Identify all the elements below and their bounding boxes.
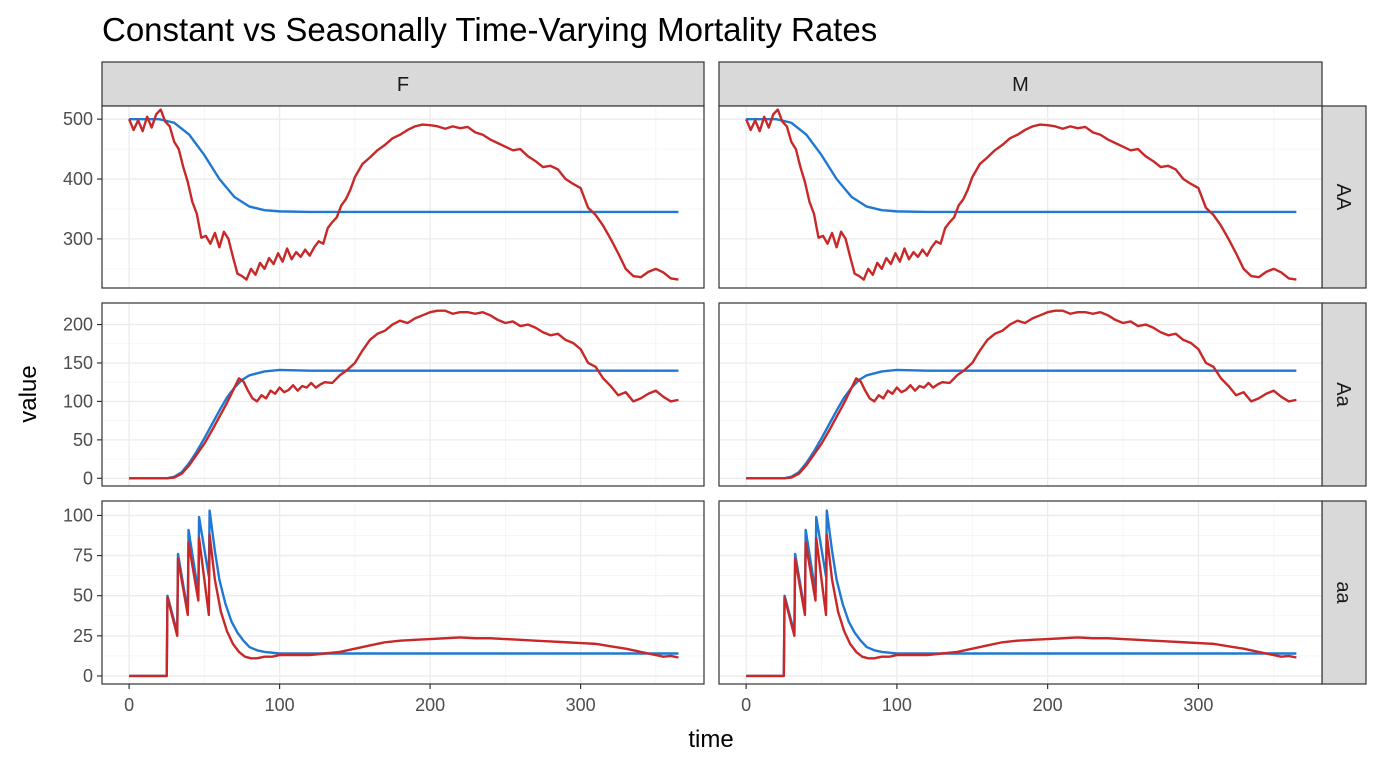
series-line-seasonal — [746, 309, 1297, 480]
panel-background — [102, 106, 704, 288]
facet-label-AA: AA — [1332, 184, 1354, 211]
y-tick-label: 400 — [63, 169, 93, 189]
y-tick-label: 150 — [63, 353, 93, 373]
panel-m-aa — [718, 500, 1323, 685]
panel-border — [718, 105, 1323, 289]
panels-layer: F M AA Aa aa 300 400 500 0 50 100 150 200 0 25 50 75 100 0… — [63, 61, 1367, 715]
series-line-seasonal — [127, 108, 679, 281]
facet-strip-top-f — [101, 61, 705, 107]
facet-label-aa: aa — [1332, 581, 1354, 604]
panel-m-AA — [718, 105, 1323, 289]
panel-background — [102, 501, 704, 684]
series-line-constant — [129, 117, 679, 214]
panel-border — [718, 302, 1323, 487]
panel-background — [719, 501, 1322, 684]
panel-border — [101, 105, 705, 289]
panel-m-Aa — [718, 302, 1323, 487]
y-tick-label: 0 — [83, 666, 93, 686]
x-tick-label: 200 — [1033, 695, 1063, 715]
panel-background — [719, 303, 1322, 486]
series-line-constant — [746, 117, 1297, 214]
facet-strip-right-AA — [1321, 105, 1367, 289]
x-tick-label: 200 — [415, 695, 445, 715]
x-tick-label: 0 — [741, 695, 751, 715]
panel-border — [101, 302, 705, 487]
y-tick-label: 75 — [73, 546, 93, 566]
panel-background — [102, 303, 704, 486]
panel-border — [101, 500, 705, 685]
series-line-seasonal — [745, 108, 1297, 281]
facet-label-f: F — [397, 74, 409, 96]
series-line-seasonal — [129, 533, 679, 678]
panel-f-aa — [101, 500, 705, 685]
y-tick-label: 100 — [63, 505, 93, 525]
panel-background — [719, 106, 1322, 288]
y-tick-label: 200 — [63, 315, 93, 335]
y-axis-title: value — [15, 365, 42, 422]
x-tick-label: 300 — [1183, 695, 1213, 715]
y-tick-label: 50 — [73, 430, 93, 450]
facet-label-Aa: Aa — [1332, 382, 1354, 407]
y-tick-label: 500 — [63, 109, 93, 129]
x-axis-title: time — [688, 726, 733, 753]
x-tick-label: 0 — [124, 695, 134, 715]
x-tick-label: 300 — [566, 695, 596, 715]
facet-strip-top-m — [718, 61, 1323, 107]
panel-border — [718, 500, 1323, 685]
y-tick-label: 25 — [73, 626, 93, 646]
chart-title: Constant vs Seasonally Time-Varying Mort… — [102, 11, 877, 48]
facet-label-m: M — [1012, 74, 1029, 96]
series-line-seasonal — [746, 533, 1297, 678]
y-tick-label: 300 — [63, 229, 93, 249]
x-tick-label: 100 — [882, 695, 912, 715]
y-tick-label: 100 — [63, 391, 93, 411]
series-line-seasonal — [129, 309, 679, 480]
y-tick-label: 50 — [73, 586, 93, 606]
y-tick-label: 0 — [83, 468, 93, 488]
facet-strip-right-aa — [1321, 500, 1367, 685]
panel-f-Aa — [101, 302, 705, 487]
x-tick-label: 100 — [265, 695, 295, 715]
panel-f-AA — [101, 105, 705, 289]
facet-strip-right-Aa — [1321, 302, 1367, 487]
